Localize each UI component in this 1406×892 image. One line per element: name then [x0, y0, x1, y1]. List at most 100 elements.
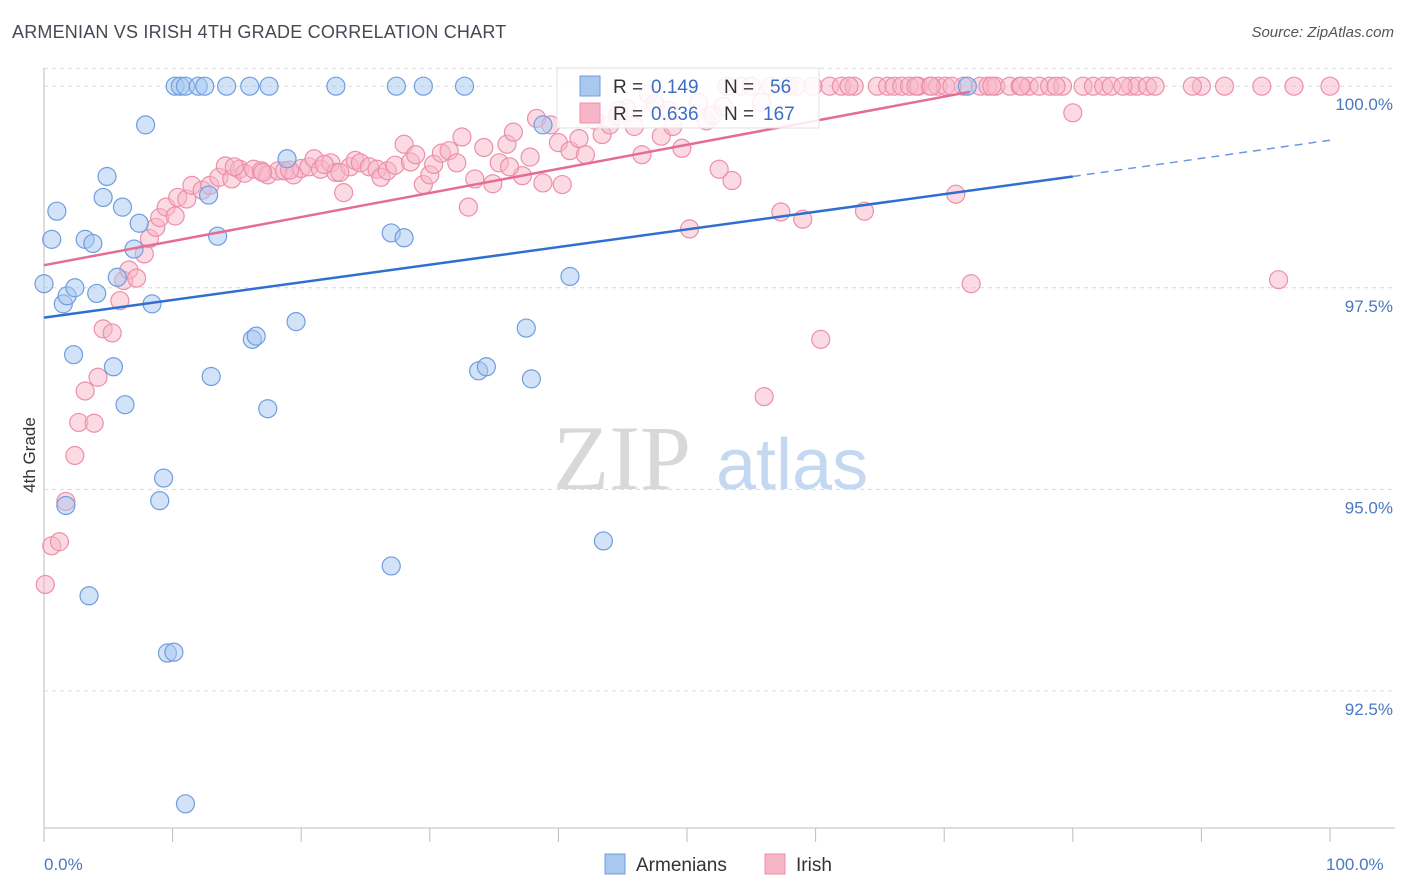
- irish-point: [811, 329, 831, 349]
- irish-point: [102, 323, 122, 343]
- bottom-legend: Armenians Irish: [604, 853, 832, 876]
- irish-point: [961, 274, 981, 294]
- irish-point: [722, 170, 742, 191]
- armenians-point: [87, 283, 107, 304]
- irish-point: [552, 174, 572, 195]
- armenians-point: [258, 399, 278, 419]
- irish-point: [35, 574, 55, 595]
- irish-point: [253, 162, 273, 183]
- armenians-point: [277, 149, 297, 169]
- armenians-point: [593, 531, 614, 551]
- irish-point: [447, 153, 467, 173]
- armenians-point: [63, 345, 84, 365]
- irish-point: [1268, 270, 1289, 290]
- irish-point: [126, 268, 147, 288]
- irish-point: [334, 183, 354, 203]
- irish-point: [88, 367, 108, 387]
- irish-point: [575, 145, 596, 165]
- irish-point: [1252, 76, 1272, 96]
- irish-point: [1182, 76, 1202, 96]
- chart-title: ARMENIAN VS IRISH 4TH GRADE CORRELATION …: [12, 22, 507, 42]
- armenians-point: [516, 318, 536, 338]
- armenians-point: [199, 185, 219, 205]
- armenians-point: [454, 76, 475, 96]
- armenians-point: [65, 278, 85, 298]
- axes: [43, 68, 1395, 829]
- irish-point: [1011, 76, 1031, 96]
- irish-point: [224, 157, 244, 177]
- legend-irish-n-value: 167: [763, 104, 795, 125]
- y-tick-labels: 92.5% 95.0% 97.5% 100.0%: [1335, 95, 1393, 719]
- irish-point: [65, 445, 85, 466]
- watermark-zip: ZIP: [553, 407, 691, 509]
- irish-point: [84, 413, 104, 433]
- irish-point: [452, 127, 472, 147]
- armenians-point: [476, 357, 496, 377]
- irish-point: [503, 122, 523, 142]
- armenians-point: [42, 229, 62, 249]
- irish-point: [672, 138, 692, 158]
- bottom-legend-irish: Irish: [796, 855, 832, 876]
- irish-point: [533, 173, 553, 193]
- armenians-point: [533, 115, 553, 135]
- y-tick-label: 97.5%: [1345, 297, 1393, 316]
- irish-point: [1063, 103, 1083, 123]
- armenians-point: [153, 468, 174, 488]
- armenians-point: [83, 233, 103, 254]
- x-tick-label-min: 0.0%: [44, 855, 83, 874]
- armenians-point: [217, 76, 237, 96]
- armenians-point: [175, 794, 196, 814]
- armenians-point: [97, 166, 117, 187]
- irish-point: [330, 162, 350, 183]
- armenians-point: [286, 312, 306, 332]
- irish-point: [1214, 76, 1235, 96]
- legend-swatch-irish: [579, 102, 601, 124]
- armenians-point: [56, 495, 76, 516]
- irish-point: [921, 76, 941, 96]
- legend-irish-r-label: R =: [613, 104, 643, 125]
- legend-armenians-r-value: 0.149: [651, 77, 699, 98]
- armenians-point: [246, 326, 266, 346]
- irish-point: [1284, 76, 1304, 96]
- irish-point: [754, 387, 774, 407]
- armenians-point: [47, 201, 67, 221]
- armenians-point: [259, 76, 279, 96]
- irish-point: [49, 532, 70, 552]
- irish-point: [1113, 76, 1133, 96]
- x-ticks: [43, 828, 1331, 842]
- armenians-point: [34, 274, 54, 294]
- y-tick-label: 92.5%: [1345, 700, 1393, 719]
- irish-point: [982, 76, 1002, 96]
- irish-point: [458, 197, 478, 217]
- irish-point: [165, 206, 185, 226]
- irish-point: [385, 155, 405, 175]
- irish-point: [520, 147, 540, 167]
- armenians-point: [93, 187, 113, 208]
- legend-box: [556, 67, 820, 129]
- armenians-point: [103, 357, 124, 377]
- legend-armenians-n-label: N =: [724, 77, 754, 98]
- armenians-point: [201, 366, 221, 387]
- bottom-legend-armenians: Armenians: [636, 855, 727, 876]
- irish-point: [1320, 76, 1340, 96]
- irish-trendline: [43, 90, 971, 267]
- armenians-point: [135, 115, 156, 135]
- top-legend: R = 0.149 N = 56 R = 0.636 N = 167: [556, 67, 820, 129]
- armenians-point: [381, 556, 401, 576]
- armenians-point: [326, 76, 346, 96]
- source-label: Source: ZipAtlas.com: [1251, 24, 1394, 41]
- irish-point: [483, 174, 503, 194]
- armenians-point: [957, 76, 977, 96]
- armenians-point: [195, 76, 215, 96]
- armenians-point: [150, 491, 170, 511]
- legend-irish-n-label: N =: [724, 104, 754, 125]
- bottom-legend-swatch-armenians: [604, 853, 626, 875]
- legend-armenians-r-label: R =: [613, 77, 643, 98]
- irish-series: [35, 76, 1340, 595]
- armenians-point: [413, 76, 433, 96]
- armenians-trendline: [43, 175, 1073, 319]
- legend-swatch-armenians: [579, 75, 601, 97]
- y-tick-label: 95.0%: [1345, 498, 1393, 517]
- irish-point: [569, 129, 589, 149]
- x-tick-label-max: 100.0%: [1326, 855, 1384, 874]
